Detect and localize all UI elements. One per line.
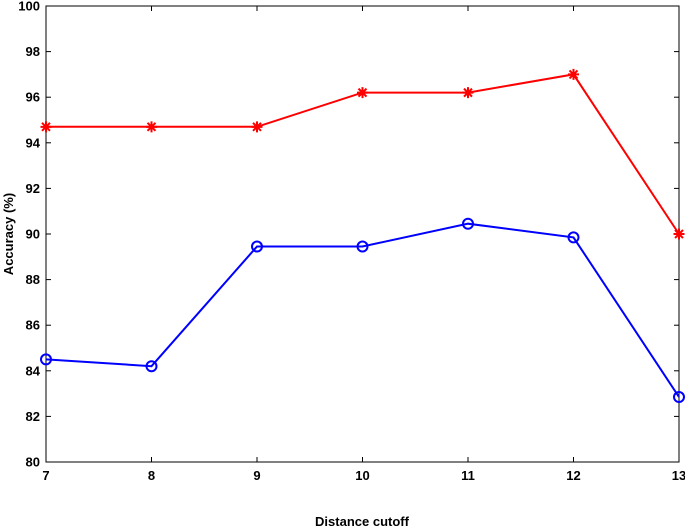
y-tick-label: 90 xyxy=(26,227,40,242)
x-tick-label: 9 xyxy=(253,468,260,483)
data-point xyxy=(673,391,685,404)
series-line xyxy=(45,222,680,398)
y-tick-label: 92 xyxy=(26,181,40,196)
plot-area xyxy=(45,5,680,463)
data-point xyxy=(357,87,368,99)
data-point xyxy=(462,217,474,230)
x-tick-label: 12 xyxy=(566,468,580,483)
y-tick-label: 82 xyxy=(26,409,40,424)
y-tick-label: 94 xyxy=(26,135,41,150)
data-point xyxy=(251,121,263,133)
y-tick-label: 88 xyxy=(26,272,40,287)
data-point xyxy=(462,87,474,99)
data-point xyxy=(40,121,52,133)
y-tick-label: 86 xyxy=(26,318,40,333)
data-point xyxy=(146,121,157,133)
y-axis-label: Accuracy (%) xyxy=(1,193,16,275)
x-tick-label: 7 xyxy=(42,468,49,483)
x-axis-label: Distance cutoff xyxy=(315,514,410,528)
series-layer xyxy=(40,68,685,404)
data-point xyxy=(251,240,263,253)
data-point xyxy=(145,360,158,373)
data-point xyxy=(40,353,52,366)
x-tick-label: 11 xyxy=(461,468,475,483)
data-point xyxy=(567,231,580,244)
series-1 xyxy=(40,68,685,240)
data-point xyxy=(568,68,579,80)
y-axis-ticks: 80 82 84 86 88 90 92 94 96 98 100 xyxy=(18,0,679,470)
y-tick-label: 98 xyxy=(26,44,40,59)
x-tick-label: 13 xyxy=(672,468,685,483)
y-tick-label: 84 xyxy=(26,363,41,378)
x-tick-label: 10 xyxy=(355,468,369,483)
x-axis-ticks: 7 8 9 10 11 12 13 xyxy=(42,6,685,483)
data-point xyxy=(356,240,369,253)
series-2 xyxy=(40,217,685,404)
y-tick-label: 100 xyxy=(18,0,40,14)
data-point xyxy=(673,228,685,240)
x-tick-label: 8 xyxy=(148,468,155,483)
y-tick-label: 96 xyxy=(26,90,40,105)
y-tick-label: 80 xyxy=(26,455,40,470)
